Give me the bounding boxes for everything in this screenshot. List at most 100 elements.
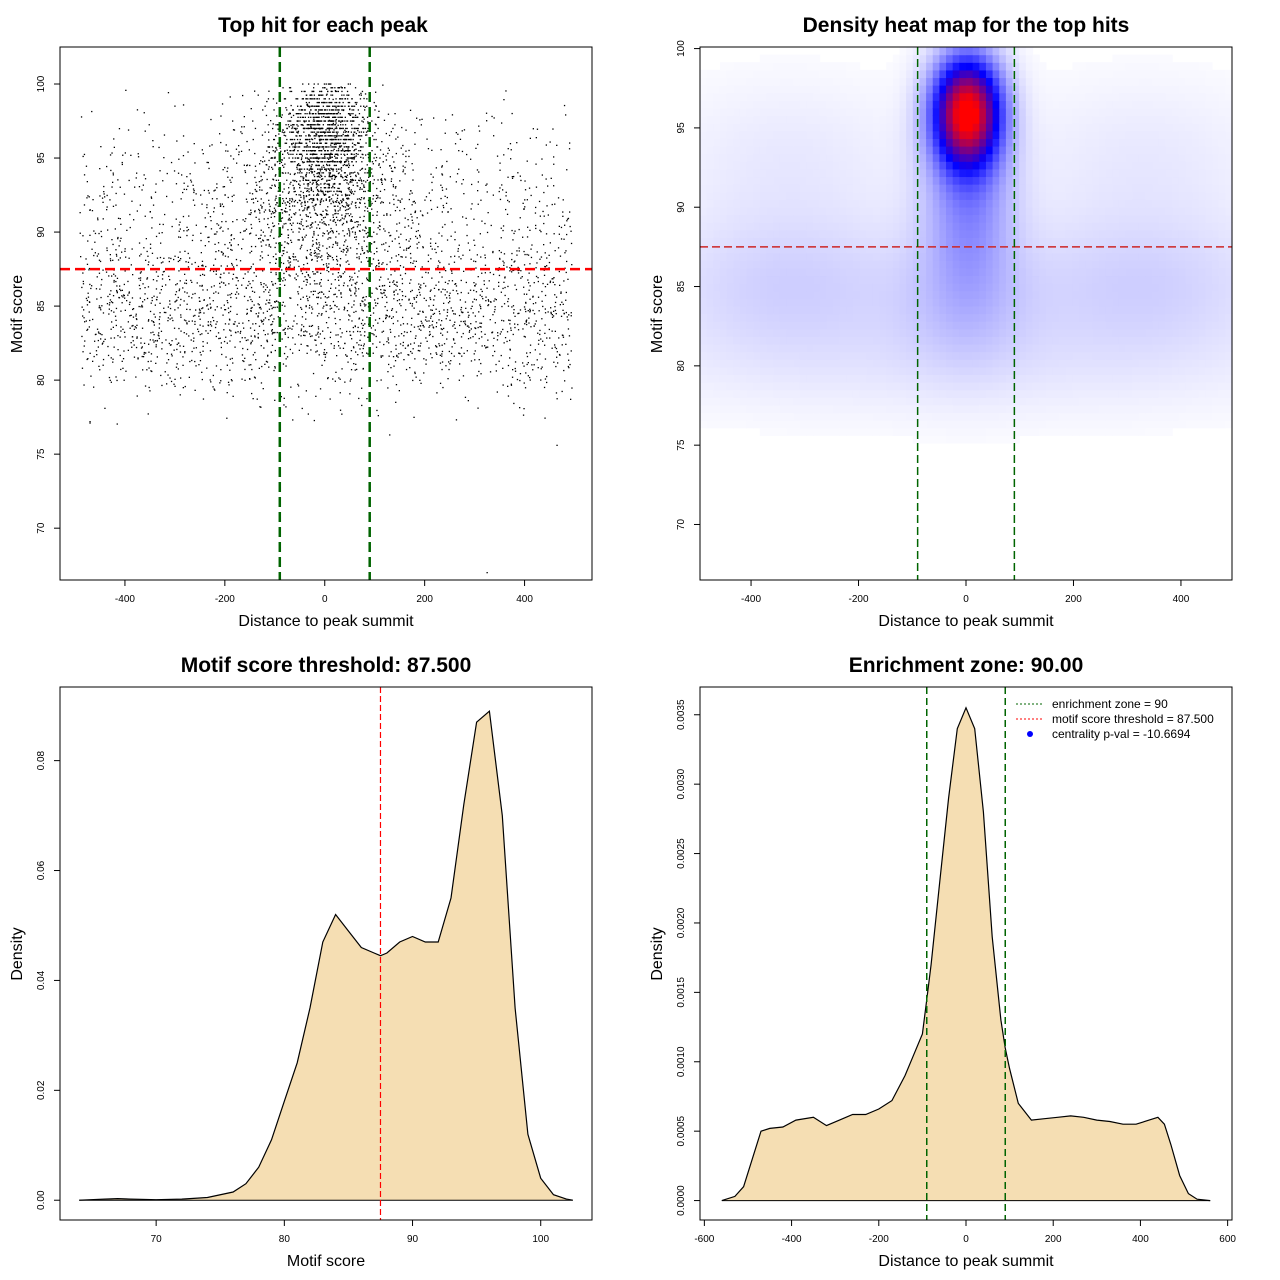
scatter-point [290, 150, 292, 152]
scatter-point [329, 196, 331, 198]
scatter-point [356, 226, 359, 228]
scatter-point [397, 199, 399, 201]
scatter-point [341, 94, 343, 96]
scatter-point [320, 168, 322, 170]
scatter-point [268, 152, 270, 154]
scatter-point [332, 142, 334, 144]
scatter-point [565, 311, 567, 314]
scatter-point [123, 379, 125, 381]
scatter-point [222, 205, 225, 208]
scatter-point [267, 124, 269, 126]
scatter-point [560, 292, 562, 294]
scatter-point [327, 124, 329, 126]
scatter-point [327, 131, 329, 133]
scatter-point [337, 272, 340, 274]
scatter-point [314, 146, 316, 148]
scatter-point [186, 292, 188, 294]
scatter-point [522, 362, 524, 364]
scatter-point [158, 146, 160, 149]
scatter-point [395, 152, 397, 155]
scatter-point [307, 190, 309, 192]
scatter-point [355, 310, 357, 313]
scatter-point [357, 224, 359, 226]
scatter-point [371, 208, 373, 210]
scatter-point [238, 153, 240, 156]
scatter-point [458, 314, 461, 317]
scatter-point [352, 279, 354, 281]
scatter-point [312, 199, 314, 202]
scatter-point [372, 312, 375, 314]
scatter-point [404, 347, 407, 349]
scatter-point [448, 294, 450, 297]
scatter-point [166, 362, 168, 364]
scatter-point [270, 324, 272, 326]
scatter-point [444, 294, 446, 296]
scatter-point [313, 230, 315, 233]
scatter-point [341, 120, 344, 122]
scatter-point [97, 339, 99, 342]
scatter-point [113, 146, 115, 148]
scatter-point [349, 157, 352, 159]
scatter-point [194, 261, 196, 264]
scatter-point [206, 304, 209, 306]
scatter-point [175, 300, 177, 302]
scatter-point [362, 220, 364, 222]
scatter-point [504, 294, 506, 297]
scatter-point [105, 271, 108, 273]
scatter-point [293, 266, 295, 268]
scatter-point [351, 320, 353, 322]
scatter-point [135, 177, 137, 179]
scatter-point [229, 340, 231, 342]
scatter-point [552, 315, 555, 317]
scatter-point [505, 208, 507, 211]
scatter-point [546, 337, 548, 339]
scatter-point [223, 186, 226, 188]
scatter-point [98, 305, 101, 307]
scatter-point [471, 203, 473, 205]
scatter-point [558, 233, 560, 235]
scatter-point [265, 284, 267, 286]
scatter-point [517, 266, 519, 269]
scatter-point [101, 343, 103, 345]
scatter-point [566, 260, 568, 263]
scatter-point [220, 369, 222, 371]
scatter-point [346, 330, 348, 333]
scatter-point [331, 257, 334, 259]
scatter-point [473, 239, 475, 241]
scatter-point [305, 234, 307, 236]
scatter-point [527, 375, 529, 377]
scatter-point [329, 124, 331, 126]
scatter-point [326, 93, 328, 95]
scatter-point [450, 235, 452, 237]
scatter-point [284, 150, 286, 153]
scatter-point [465, 217, 467, 219]
scatter-point [168, 342, 170, 345]
scatter-point [311, 245, 314, 247]
scatter-point [342, 199, 344, 201]
scatter-point [563, 312, 565, 314]
scatter-point [167, 306, 169, 308]
scatter-point [113, 337, 116, 339]
scatter-point [354, 282, 356, 284]
scatter-point [273, 109, 275, 111]
scatter-point [506, 213, 509, 215]
scatter-point [325, 304, 327, 306]
scatter-point [410, 350, 412, 353]
scatter-point [278, 133, 280, 135]
scatter-point [328, 232, 330, 234]
scatter-point [310, 252, 312, 254]
scatter-point [404, 166, 406, 169]
scatter-point [550, 177, 552, 179]
scatter-point [315, 187, 318, 189]
scatter-point [165, 284, 167, 286]
scatter-point [511, 177, 514, 179]
scatter-point [552, 128, 554, 130]
scatter-point [502, 189, 504, 191]
scatter-point [547, 214, 549, 216]
scatter-point [396, 285, 398, 287]
scatter-point [475, 147, 477, 149]
scatter-point [413, 297, 415, 299]
scatter-point [441, 173, 443, 175]
scatter-point [297, 239, 299, 241]
scatter-point [524, 323, 526, 325]
